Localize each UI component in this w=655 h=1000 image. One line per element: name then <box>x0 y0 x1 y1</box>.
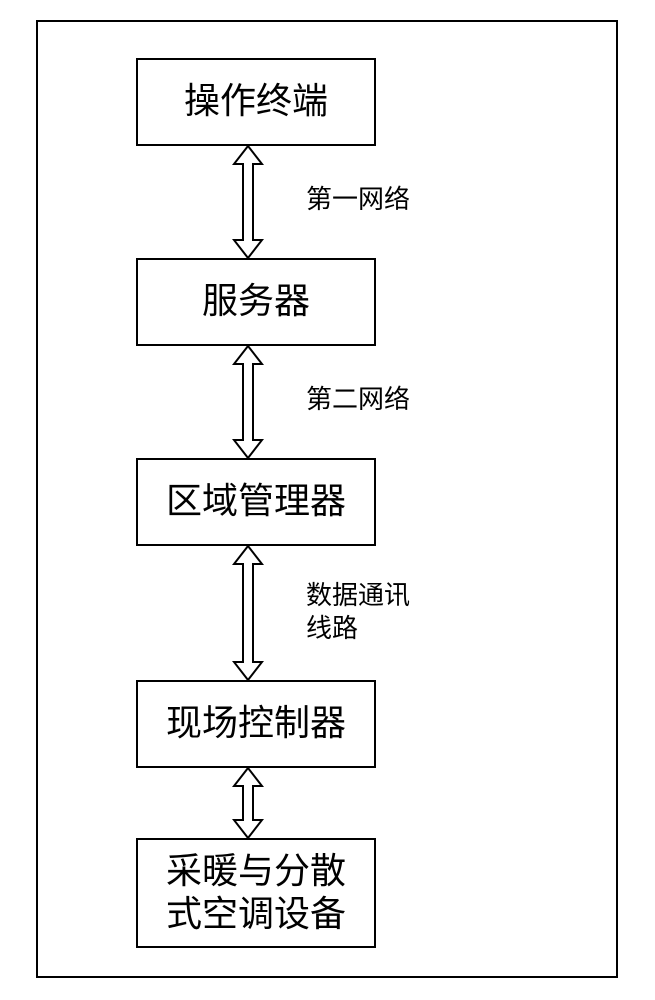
label-l2: 第二网络 <box>306 384 410 417</box>
node-n3: 区域管理器 <box>136 458 376 546</box>
node-n1: 操作终端 <box>136 58 376 146</box>
arrow-a1 <box>232 144 264 260</box>
label-l3: 数据通讯 线路 <box>306 580 410 645</box>
arrow-a2 <box>232 344 264 460</box>
node-n5: 采暖与分散 式空调设备 <box>136 838 376 948</box>
node-n2: 服务器 <box>136 258 376 346</box>
node-n4: 现场控制器 <box>136 680 376 768</box>
arrow-a4 <box>232 766 264 840</box>
label-l1: 第一网络 <box>306 184 410 217</box>
diagram-canvas: 操作终端服务器区域管理器现场控制器采暖与分散 式空调设备 第一网络第二网络数据通讯… <box>0 0 655 1000</box>
arrow-a3 <box>232 544 264 682</box>
